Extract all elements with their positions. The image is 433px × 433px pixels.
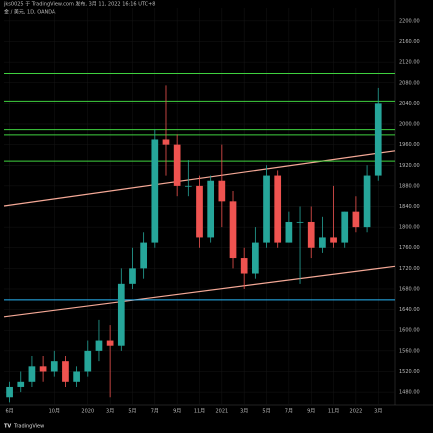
x-tick-label: 7月 (151, 409, 159, 415)
candle-body (374, 103, 382, 176)
footer: TradingView (13, 424, 44, 430)
y-tick-label: 1480.00 (399, 390, 420, 396)
y-tick-label: 1560.00 (399, 348, 420, 354)
candle-body (173, 144, 181, 186)
x-tick-label: 6月 (5, 409, 13, 415)
candle-body (285, 221, 293, 243)
candle-body (207, 180, 215, 238)
candle-body (106, 340, 114, 346)
y-tick-label: 2160.00 (399, 39, 420, 45)
y-tick-label: 1720.00 (399, 266, 420, 272)
x-tick-label: 2020 (81, 409, 94, 415)
logo: TV (4, 424, 11, 430)
candle-body (274, 175, 282, 243)
candle-body (84, 350, 92, 372)
candle-body (17, 381, 25, 387)
candle-body (252, 242, 259, 274)
candle-body (151, 139, 159, 243)
candle-body (129, 268, 136, 284)
candle-body (330, 237, 337, 243)
candle-body (117, 283, 125, 346)
y-tick-label: 2040.00 (399, 101, 420, 107)
candle-body (184, 185, 192, 187)
x-tick-label: 3月 (240, 409, 248, 415)
y-tick-label: 2080.00 (399, 80, 420, 86)
candle-body (263, 175, 270, 243)
x-tick-label: 9月 (173, 409, 181, 415)
candle-body (140, 242, 147, 269)
x-tick-label: 9月 (307, 409, 315, 415)
y-tick-label: 1640.00 (399, 307, 420, 313)
x-tick-label: 5月 (262, 409, 270, 415)
y-tick-label: 1680.00 (399, 286, 420, 292)
chart-subtitle: 金 / 美元, 1D, OANDA (4, 9, 56, 16)
y-tick-label: 2000.00 (399, 122, 420, 128)
y-tick-label: 1600.00 (399, 328, 420, 334)
candle-body (39, 366, 47, 372)
y-tick-label: 1920.00 (399, 163, 420, 169)
candle-body (162, 139, 170, 145)
y-tick-label: 2120.00 (399, 60, 420, 66)
x-tick-label: 2021 (215, 409, 228, 415)
candle-body (363, 175, 371, 228)
x-tick-label: 2022 (350, 409, 363, 415)
candle-body (28, 366, 36, 382)
x-tick-label: 11月 (194, 409, 205, 415)
y-tick-label: 2200.00 (399, 18, 420, 24)
candle-body (73, 371, 80, 382)
candle-body (218, 180, 226, 202)
candle-body (296, 221, 304, 223)
x-tick-label: 5月 (128, 409, 136, 415)
x-tick-label: 10月 (49, 409, 60, 415)
x-tick-label: 3月 (106, 409, 114, 415)
trend-line (3, 265, 396, 318)
candle-body (6, 386, 13, 398)
chart-title: jks0025 于 TradingView.com 发布, 3月 11, 202… (3, 1, 156, 8)
candle-body (352, 211, 360, 228)
y-tick-label: 1760.00 (399, 245, 420, 251)
y-tick-label: 1840.00 (399, 204, 420, 210)
y-tick-label: 1520.00 (399, 369, 420, 375)
y-tick-label: 1960.00 (399, 142, 420, 148)
candle-body (62, 361, 69, 382)
candle-body (229, 201, 237, 259)
x-tick-label: 7月 (285, 409, 293, 415)
candle-body (341, 211, 349, 243)
y-tick-label: 1880.00 (399, 183, 420, 189)
candle-body (50, 361, 58, 372)
y-tick-label: 1800.00 (399, 225, 420, 231)
candle-body (240, 258, 248, 274)
candle-body (319, 237, 326, 248)
candle-body (196, 185, 203, 238)
candle-body (307, 221, 315, 248)
x-tick-label: 11月 (328, 409, 339, 415)
x-tick-label: 3月 (374, 409, 382, 415)
candle-body (95, 340, 103, 351)
